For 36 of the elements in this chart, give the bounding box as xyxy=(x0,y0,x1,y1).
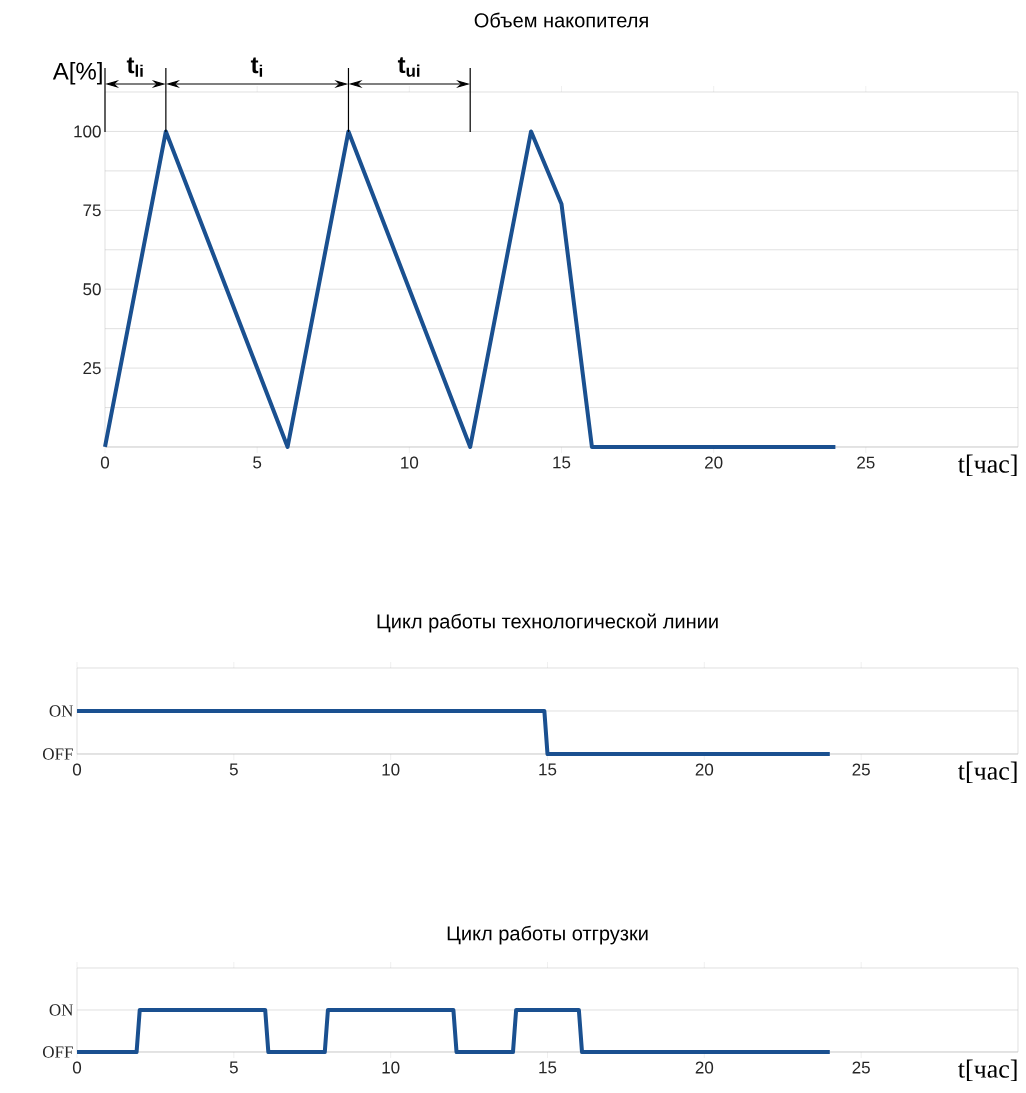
x-tick-label: 20 xyxy=(695,1061,714,1074)
x-tick-label: 5 xyxy=(229,1061,238,1074)
x-tick-label: 5 xyxy=(229,763,238,776)
x-tick-label: 10 xyxy=(382,1061,400,1074)
x-tick-label: 5 xyxy=(253,456,262,469)
x-tick-label: 25 xyxy=(852,763,870,776)
x-axis-title: t[час] xyxy=(958,454,1017,477)
chart-title: Объем накопителя xyxy=(474,12,648,28)
x-tick-label: 25 xyxy=(857,456,875,469)
x-tick-label: 0 xyxy=(72,763,82,776)
x-axis-title: t[час] xyxy=(958,761,1017,784)
y-tick-label: 50 xyxy=(83,283,101,296)
y-tick-label: 100 xyxy=(74,125,101,138)
y-tick-label: 75 xyxy=(83,204,101,217)
x-tick-label: 15 xyxy=(539,763,557,776)
x-tick-label: 10 xyxy=(401,456,419,469)
category-label: ON xyxy=(49,705,74,717)
category-label: OFF xyxy=(42,1046,73,1058)
chart-title: Цикл работы отгрузки xyxy=(447,925,648,945)
x-tick-label: 20 xyxy=(695,763,714,776)
x-tick-label: 10 xyxy=(382,763,400,776)
category-label: ON xyxy=(49,1004,74,1016)
y-axis-title: A[%] xyxy=(52,62,102,85)
x-tick-label: 0 xyxy=(100,456,110,469)
x-tick-label: 25 xyxy=(852,1061,870,1074)
x-axis-title: t[час] xyxy=(958,1059,1017,1082)
x-tick-label: 0 xyxy=(72,1061,82,1074)
x-tick-label: 15 xyxy=(553,456,571,469)
chart-title: Цикл работы технологической линии xyxy=(377,613,718,633)
text: t$_{i}$ xyxy=(250,57,263,77)
text: t$_{ui}$ xyxy=(397,57,420,77)
y-tick-label: 25 xyxy=(83,362,101,375)
category-label: OFF xyxy=(42,748,73,760)
x-tick-label: 15 xyxy=(539,1061,557,1074)
text: t$_{li}$ xyxy=(126,57,143,77)
x-tick-label: 20 xyxy=(705,456,723,469)
